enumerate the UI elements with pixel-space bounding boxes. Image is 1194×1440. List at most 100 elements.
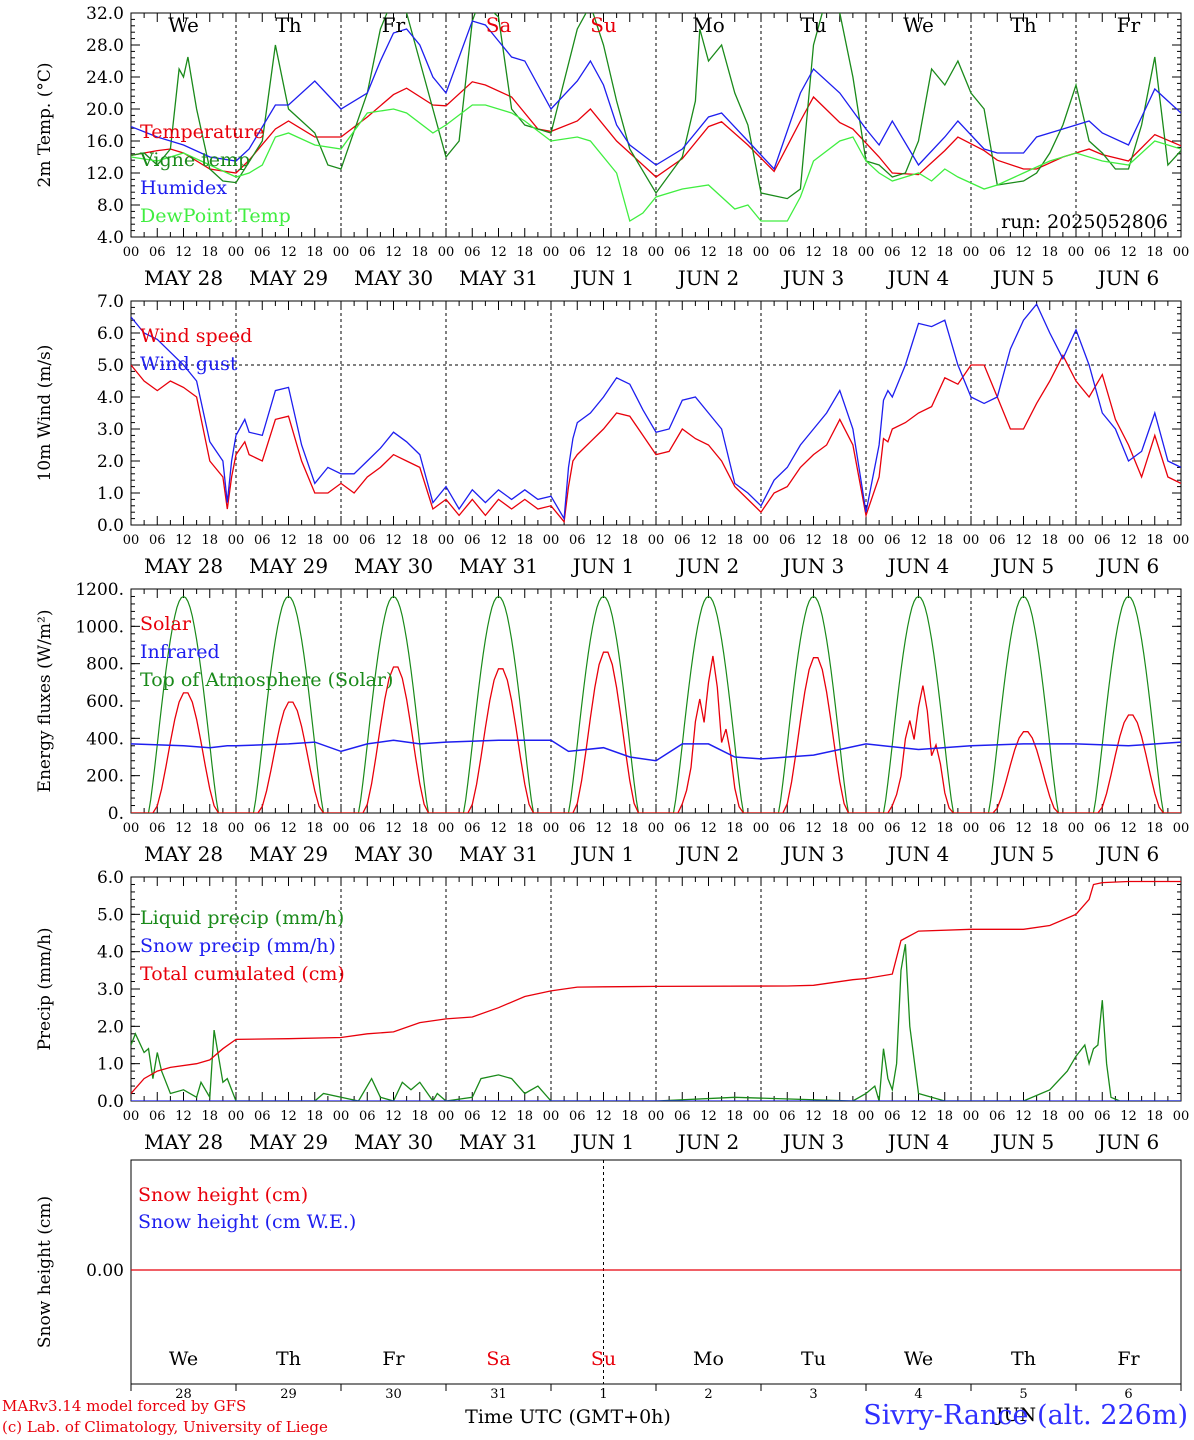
hour-tick-label: 12 xyxy=(175,1109,192,1124)
hour-tick-label: 12 xyxy=(490,1109,507,1124)
hour-tick-label: 12 xyxy=(805,245,822,260)
date-label: MAY 30 xyxy=(354,554,433,578)
hour-tick-label: 06 xyxy=(884,245,901,260)
weekday-label: Th xyxy=(275,13,301,37)
hour-tick-label: 00 xyxy=(333,821,350,836)
hour-tick-label: 00 xyxy=(438,821,455,836)
hour-tick-label: 12 xyxy=(700,1109,717,1124)
weekday-label: Su xyxy=(590,13,617,37)
hour-tick-label: 12 xyxy=(175,245,192,260)
hour-tick-label: 18 xyxy=(936,245,953,260)
hour-tick-label: 12 xyxy=(595,1109,612,1124)
weekday-label: We xyxy=(168,13,199,37)
hour-tick-label: 06 xyxy=(569,533,586,548)
hour-tick-label: 06 xyxy=(674,245,691,260)
run-annotation: run: 2025052806 xyxy=(1001,211,1168,233)
date-label: JUN 4 xyxy=(886,266,949,290)
hour-tick-label: 06 xyxy=(254,821,271,836)
hour-tick-label: 06 xyxy=(254,245,271,260)
temperature-ylabel: 2m Temp. (°C) xyxy=(35,62,55,187)
date-label: JUN 5 xyxy=(991,1130,1054,1154)
hour-tick-label: 06 xyxy=(989,245,1006,260)
precip-ylabel: Precip (mm/h) xyxy=(35,927,55,1050)
snow-weekday-label: We xyxy=(904,1348,933,1370)
legend-snow-height-cm-w-e-: Snow height (cm W.E.) xyxy=(138,1211,356,1233)
date-label: JUN 6 xyxy=(1096,554,1159,578)
snow-day-number: 1 xyxy=(599,1387,607,1402)
snow-day-number: 31 xyxy=(490,1387,507,1402)
hour-tick-label: 00 xyxy=(123,533,140,548)
hour-tick-label: 00 xyxy=(648,1109,665,1124)
y-tick-label: 4.0 xyxy=(97,943,124,963)
date-label: JUN 1 xyxy=(571,1130,634,1154)
hour-tick-label: 00 xyxy=(123,1109,140,1124)
y-tick-label: 2.0 xyxy=(97,1017,124,1037)
series-solar-line xyxy=(131,651,1181,813)
hour-tick-label: 00 xyxy=(1068,821,1085,836)
hour-tick-label: 06 xyxy=(884,533,901,548)
hour-tick-label: 00 xyxy=(648,821,665,836)
snow-weekday-label: Fr xyxy=(1117,1348,1140,1370)
hour-tick-label: 18 xyxy=(936,1109,953,1124)
y-tick-label: 200. xyxy=(86,767,124,787)
hour-tick-label: 06 xyxy=(779,533,796,548)
hour-tick-label: 12 xyxy=(175,533,192,548)
hour-tick-label: 00 xyxy=(753,1109,770,1124)
weekday-label: Sa xyxy=(486,13,512,37)
wind-frame xyxy=(130,300,1182,526)
hour-tick-label: 00 xyxy=(648,245,665,260)
hour-tick-label: 00 xyxy=(648,533,665,548)
hour-tick-label: 12 xyxy=(1120,1109,1137,1124)
hour-tick-label: 00 xyxy=(438,1109,455,1124)
date-label: JUN 1 xyxy=(571,266,634,290)
date-label: JUN 2 xyxy=(676,266,739,290)
series-vigne-temp-line xyxy=(131,13,1181,200)
hour-tick-label: 18 xyxy=(831,533,848,548)
hour-tick-label: 00 xyxy=(753,245,770,260)
date-label: MAY 29 xyxy=(249,266,328,290)
legend-vigne-temp: Vigne temp xyxy=(139,149,250,171)
hour-tick-label: 18 xyxy=(621,533,638,548)
hour-tick-label: 06 xyxy=(254,533,271,548)
series-top-of-atmosphere-solar-line xyxy=(131,595,1181,813)
hour-tick-label: 00 xyxy=(228,1109,245,1124)
legend-snow-precip-mm-h-: Snow precip (mm/h) xyxy=(140,935,336,957)
snow-weekday-label: Su xyxy=(591,1348,616,1370)
weekday-label: Mo xyxy=(692,13,725,37)
hour-tick-label: 18 xyxy=(306,245,323,260)
date-label: MAY 30 xyxy=(354,1130,433,1154)
y-tick-label: 0.00 xyxy=(86,1261,124,1281)
series-total-cumulated-cm--line xyxy=(131,880,1181,1094)
series-humidex-line xyxy=(131,20,1181,171)
y-tick-label: 0. xyxy=(108,804,124,824)
date-label: JUN 3 xyxy=(781,1130,844,1154)
date-label: MAY 28 xyxy=(144,554,223,578)
hour-tick-label: 06 xyxy=(149,821,166,836)
y-tick-label: 24.0 xyxy=(86,68,124,88)
hour-tick-label: 12 xyxy=(595,245,612,260)
y-tick-label: 20.0 xyxy=(86,100,124,120)
location-title: Sivry-Rance (alt. 226m) xyxy=(863,1400,1188,1431)
hour-tick-label: 12 xyxy=(1015,1109,1032,1124)
hour-tick-label: 00 xyxy=(123,245,140,260)
date-label: MAY 31 xyxy=(459,1130,538,1154)
energy-ylabel: Energy fluxes (W/m²) xyxy=(35,610,55,793)
y-tick-label: 1.0 xyxy=(97,1055,124,1075)
legend-total-cumulated-cm-: Total cumulated (cm) xyxy=(140,963,345,985)
snow-day-number: 29 xyxy=(280,1387,297,1402)
hour-tick-label: 12 xyxy=(280,821,297,836)
hour-tick-label: 00 xyxy=(858,1109,875,1124)
legend-wind-speed: Wind speed xyxy=(140,325,252,347)
y-tick-label: 400. xyxy=(86,729,124,749)
hour-tick-label: 18 xyxy=(516,821,533,836)
hour-tick-label: 12 xyxy=(910,821,927,836)
y-tick-label: 12.0 xyxy=(86,164,124,184)
hour-tick-label: 18 xyxy=(411,245,428,260)
hour-tick-label: 00 xyxy=(1173,533,1190,548)
y-tick-label: 7.0 xyxy=(97,292,124,312)
snow-day-number: 2 xyxy=(704,1387,712,1402)
hour-tick-label: 18 xyxy=(1041,821,1058,836)
legend-top-of-atmosphere-solar-: Top of Atmosphere (Solar) xyxy=(140,669,393,691)
snow-weekday-label: Mo xyxy=(693,1348,724,1370)
hour-tick-label: 00 xyxy=(543,533,560,548)
